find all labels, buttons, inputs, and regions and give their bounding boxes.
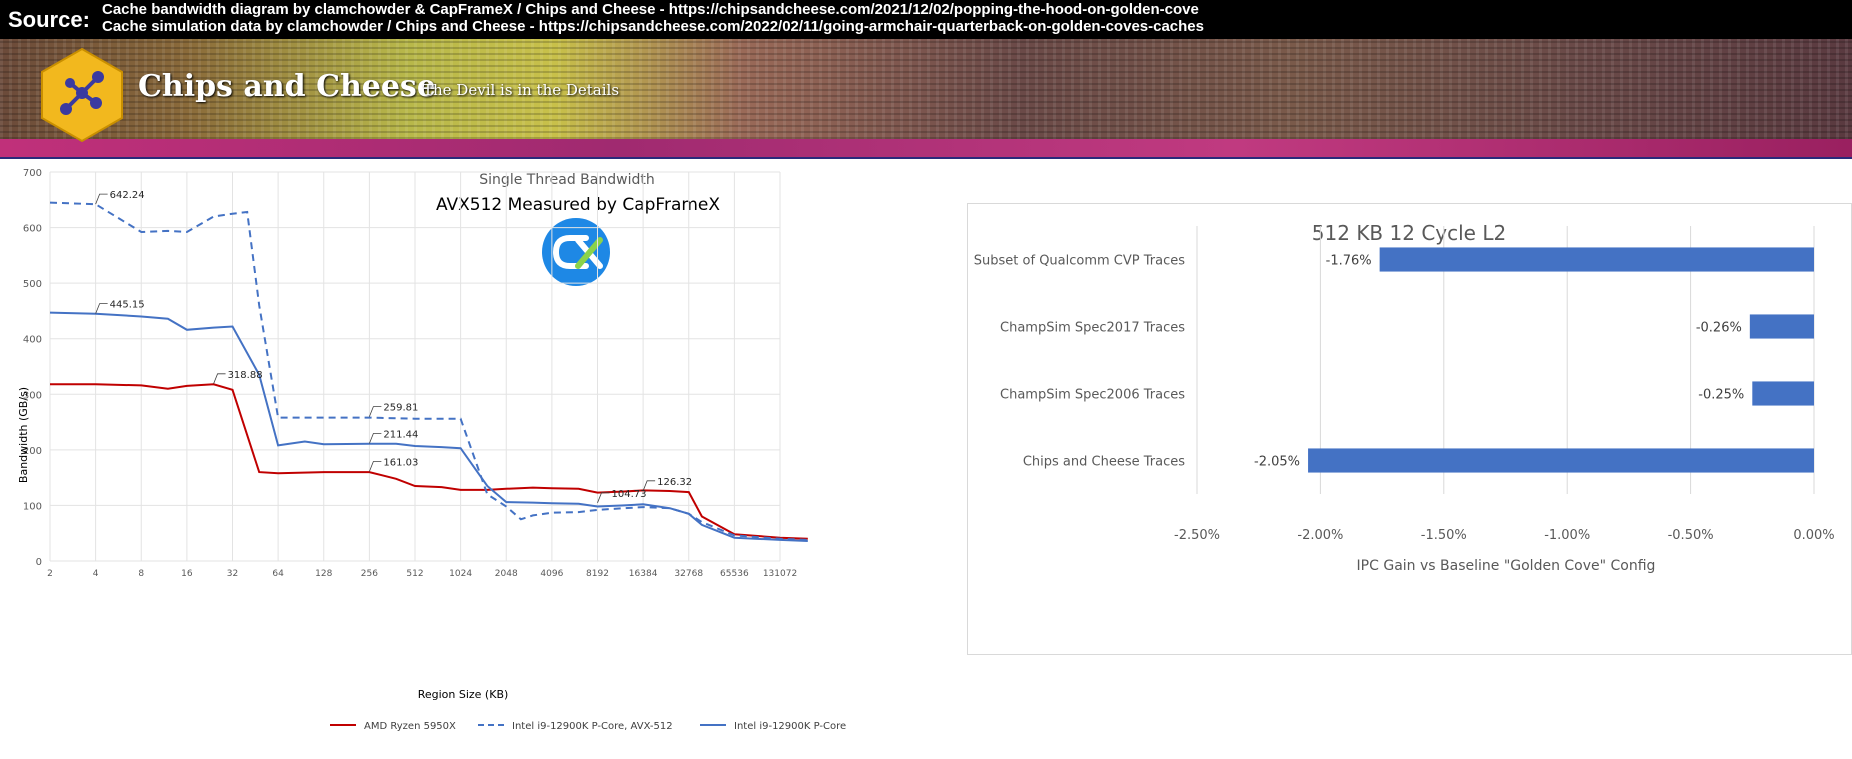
chart-title: 512 KB 12 Cycle L2 — [1312, 221, 1506, 245]
y-tick-label: 500 — [23, 279, 42, 290]
bandwidth-line-chart: Single Thread Bandwidth AVX512 Measured … — [17, 168, 846, 732]
bar-data-label: -0.26% — [1696, 321, 1742, 336]
x-tick-label: 32 — [227, 569, 238, 579]
series-line — [50, 383, 808, 540]
y-tick-label: 200 — [23, 446, 42, 457]
chart-legend: AMD Ryzen 5950X Intel i9-12900K P-Core, A… — [330, 721, 846, 732]
data-label: 318.88 — [228, 370, 263, 381]
x-tick-label: 256 — [361, 569, 378, 579]
y-tick-label: 700 — [23, 168, 42, 179]
legend-label: Intel i9-12900K P-Core, AVX-512 — [512, 721, 673, 732]
data-label: 104.73 — [612, 489, 647, 500]
data-label-leader — [642, 480, 656, 491]
banner-divider — [0, 157, 1852, 159]
chart-data-labels: 642.24 445.15 318.88 259.81 211.44 161.03 126.… — [95, 190, 692, 503]
x-tick-label: 16384 — [629, 569, 658, 579]
l2-ipc-chart-panel: 512 KB 12 Cycle L2 -1.76% -0.26% -0.25% -2.… — [967, 203, 1852, 655]
category-label: ChampSim Spec2017 Traces — [1000, 321, 1185, 336]
x-tick-label: 4 — [93, 569, 99, 579]
x-axis-tick-labels: 2 4 8 16 32 64 128 256 512 1024 2048 4096 8192 16384 3… — [47, 569, 797, 579]
bar-data-label: -0.25% — [1698, 388, 1744, 403]
x-tick-label: 64 — [272, 569, 284, 579]
bar — [1749, 314, 1814, 339]
y-tick-label: 400 — [23, 335, 42, 346]
x-axis-label: Region Size (KB) — [418, 688, 509, 701]
bar — [1308, 448, 1814, 473]
data-label: 445.15 — [110, 300, 145, 311]
bar-data-label: -1.76% — [1326, 254, 1372, 269]
source-credit-line-1: Cache bandwidth diagram by clamchowder &… — [102, 1, 1199, 18]
legend-label: AMD Ryzen 5950X — [364, 721, 456, 732]
x-tick-label: 32768 — [674, 569, 703, 579]
chart-subtitle: AVX512 Measured by CapFrameX — [436, 195, 720, 215]
data-label-leader — [95, 193, 108, 205]
y-axis-tick-labels: 0 100 200 300 400 500 600 700 — [23, 168, 42, 568]
chart-title: Single Thread Bandwidth — [479, 172, 654, 188]
site-title[interactable]: Chips and Cheese — [138, 69, 436, 104]
chart-bars: -1.76% -0.26% -0.25% -2.05% — [1254, 247, 1814, 473]
series-line — [49, 201, 808, 541]
chart-gridlines — [49, 171, 781, 562]
site-banner: Chips and Cheese The Devil is in the Det… — [0, 39, 1852, 157]
capframex-logo-icon — [542, 218, 610, 286]
chart-series-lines — [49, 201, 808, 542]
x-tick-label: -0.50% — [1668, 528, 1714, 543]
bar — [1752, 381, 1814, 406]
data-label: 211.44 — [383, 429, 418, 440]
hexagon-network-logo-icon[interactable] — [40, 47, 124, 143]
data-label-leader — [369, 461, 382, 472]
category-labels: Subset of Qualcomm CVP Traces ChampSim Sp… — [974, 254, 1185, 470]
data-label: 126.32 — [657, 477, 692, 488]
x-tick-label: 1024 — [449, 569, 472, 579]
x-tick-label: 0.00% — [1793, 528, 1834, 543]
category-label: ChampSim Spec2006 Traces — [1000, 388, 1185, 403]
series-line — [49, 311, 808, 542]
data-label: 161.03 — [383, 458, 418, 469]
data-label-leader — [597, 492, 610, 503]
data-label: 259.81 — [383, 403, 418, 414]
x-tick-label: -2.50% — [1174, 528, 1220, 543]
source-label: Source: — [8, 7, 90, 32]
bar-data-label: -2.05% — [1254, 455, 1300, 470]
x-tick-label: 2048 — [495, 569, 518, 579]
x-tick-label: 65536 — [720, 569, 749, 579]
y-tick-label: 100 — [23, 501, 42, 512]
x-tick-label: 2 — [47, 569, 53, 579]
source-header: Source: Cache bandwidth diagram by clamc… — [0, 0, 1852, 39]
bar — [1379, 247, 1814, 272]
y-tick-label: 0 — [36, 557, 42, 568]
data-label-leader — [95, 303, 108, 314]
category-label: Subset of Qualcomm CVP Traces — [974, 254, 1185, 269]
x-axis-tick-labels: -2.50% -2.00% -1.50% -1.00% -0.50% 0.00% — [1174, 528, 1835, 543]
category-label: Chips and Cheese Traces — [1023, 455, 1185, 470]
data-label: 642.24 — [110, 190, 145, 201]
legend-label: Intel i9-12900K P-Core — [734, 721, 846, 732]
x-axis-label: IPC Gain vs Baseline "Golden Cove" Confi… — [1357, 558, 1656, 574]
data-label-leader — [369, 406, 382, 417]
y-tick-label: 300 — [23, 390, 42, 401]
ipc-bar-chart: 512 KB 12 Cycle L2 -1.76% -0.26% -0.25% -2.… — [974, 221, 1835, 574]
site-tagline: The Devil is in the Details — [423, 81, 620, 99]
banner-accent-strip — [0, 139, 1852, 157]
source-credit-line-2: Cache simulation data by clamchowder / C… — [102, 18, 1204, 35]
x-tick-label: 8 — [138, 569, 144, 579]
y-tick-label: 600 — [23, 224, 42, 235]
x-tick-label: 8192 — [586, 569, 609, 579]
x-tick-label: 16 — [181, 569, 193, 579]
x-tick-label: -2.00% — [1297, 528, 1343, 543]
x-tick-label: 4096 — [540, 569, 563, 579]
x-tick-label: -1.50% — [1421, 528, 1467, 543]
data-label-leader — [369, 433, 382, 444]
x-tick-label: 131072 — [763, 569, 797, 579]
data-label-leader — [213, 373, 226, 384]
y-axis-label: Bandwidth (GB/s) — [17, 387, 30, 483]
x-tick-label: 512 — [406, 569, 423, 579]
die-shot-background — [0, 39, 1852, 157]
x-tick-label: -1.00% — [1544, 528, 1590, 543]
x-tick-label: 128 — [315, 569, 332, 579]
